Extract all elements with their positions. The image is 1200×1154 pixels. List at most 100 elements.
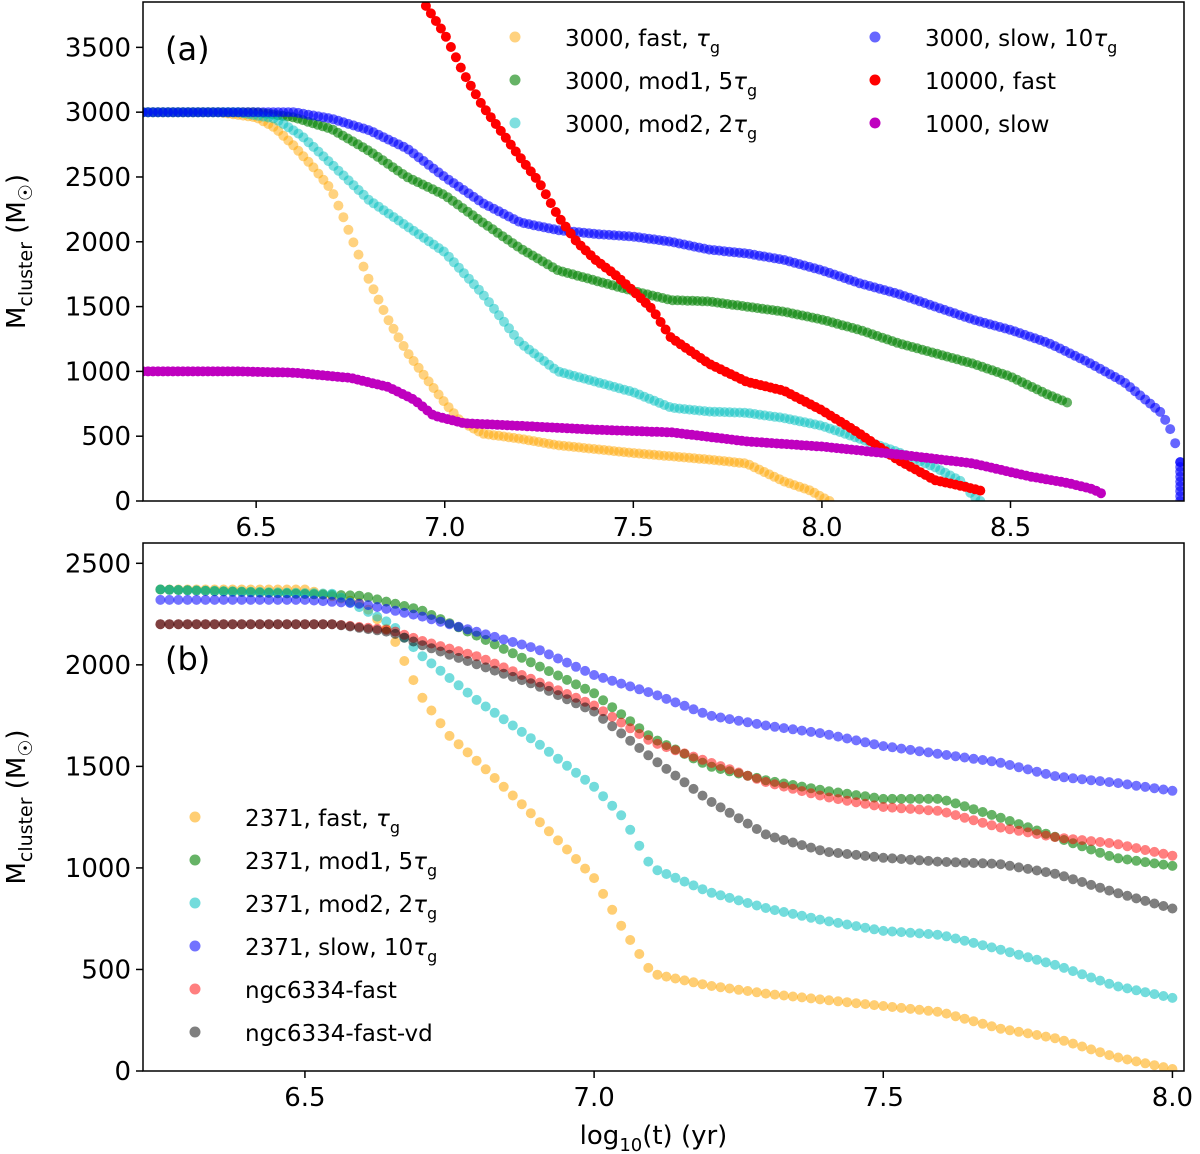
data-point xyxy=(1140,987,1151,998)
data-point xyxy=(507,648,518,659)
data-point xyxy=(354,590,365,601)
data-point xyxy=(440,31,451,42)
x-tick-label: 7.5 xyxy=(613,513,654,543)
legend-marker xyxy=(509,117,521,129)
data-point xyxy=(661,693,672,704)
data-point xyxy=(490,119,501,129)
legend-marker xyxy=(189,1026,201,1038)
data-point xyxy=(598,672,609,683)
data-point xyxy=(263,587,274,598)
data-point xyxy=(977,755,988,765)
data-point xyxy=(525,657,536,668)
data-point xyxy=(1062,397,1073,408)
data-point xyxy=(986,942,997,953)
data-point xyxy=(543,685,554,696)
data-point xyxy=(634,729,645,739)
data-point xyxy=(462,656,473,666)
data-point xyxy=(959,801,970,812)
legend-marker xyxy=(189,854,201,866)
data-point xyxy=(842,849,853,859)
data-point xyxy=(1122,983,1133,994)
data-point xyxy=(155,619,166,630)
data-point xyxy=(417,640,428,651)
data-point xyxy=(824,792,834,803)
data-point xyxy=(625,935,636,945)
data-point xyxy=(670,872,681,883)
data-point xyxy=(995,822,1006,833)
data-point xyxy=(1031,829,1042,839)
y-tick-label: 2500 xyxy=(65,163,131,193)
data-point xyxy=(1095,776,1106,787)
data-point xyxy=(1004,1025,1015,1036)
data-point xyxy=(1167,860,1178,871)
data-point xyxy=(715,890,726,901)
data-point xyxy=(480,654,491,665)
data-point xyxy=(318,596,328,607)
data-point xyxy=(505,139,516,150)
data-point xyxy=(670,973,681,984)
series-3000-mod1-5-g xyxy=(143,107,1073,408)
data-point xyxy=(950,1011,961,1022)
data-point xyxy=(968,858,979,868)
data-point xyxy=(1104,838,1115,848)
data-point xyxy=(968,1016,979,1027)
data-point xyxy=(796,840,807,851)
data-point xyxy=(299,594,310,605)
data-point xyxy=(959,752,970,763)
data-point xyxy=(634,684,645,695)
data-point xyxy=(660,324,671,335)
data-point xyxy=(1175,496,1184,501)
data-point xyxy=(887,926,898,937)
y-axis-label: Mcluster (M☉) xyxy=(2,729,37,884)
data-point xyxy=(968,804,979,815)
data-point xyxy=(778,990,789,1001)
data-point xyxy=(589,873,600,884)
axes-frame xyxy=(142,1,1185,502)
data-point xyxy=(338,212,349,223)
legend-item: 2371, fast, τg xyxy=(189,806,400,837)
data-point xyxy=(1131,780,1142,791)
data-point xyxy=(1149,1060,1160,1071)
data-point xyxy=(543,649,554,660)
data-point xyxy=(281,587,292,598)
data-point xyxy=(580,774,591,785)
data-point xyxy=(516,652,527,663)
data-point xyxy=(498,634,509,645)
data-point xyxy=(634,840,645,851)
data-point xyxy=(236,594,247,605)
data-point xyxy=(896,803,907,814)
series-ngc6334-fast xyxy=(155,619,1178,861)
data-point xyxy=(1167,903,1178,914)
data-point xyxy=(327,596,337,607)
data-point xyxy=(562,657,572,668)
data-point xyxy=(1122,779,1133,790)
data-point xyxy=(1040,1031,1051,1042)
data-point xyxy=(1077,774,1088,785)
data-point xyxy=(1158,859,1169,870)
data-point xyxy=(227,619,238,630)
data-point xyxy=(345,621,356,632)
data-point xyxy=(565,228,576,239)
data-point xyxy=(399,632,410,643)
data-point xyxy=(787,991,798,1002)
data-point xyxy=(824,729,834,740)
data-point xyxy=(562,674,572,685)
data-point xyxy=(634,743,645,753)
data-point xyxy=(1077,877,1088,887)
data-point xyxy=(607,711,618,722)
data-point xyxy=(1096,488,1106,499)
data-point xyxy=(742,770,753,781)
data-point xyxy=(652,969,663,980)
data-point xyxy=(796,992,807,1003)
data-point xyxy=(878,1001,889,1011)
data-point xyxy=(887,742,898,753)
data-point xyxy=(715,761,726,772)
data-point xyxy=(1040,957,1051,968)
data-point xyxy=(833,917,844,928)
data-point xyxy=(209,594,220,605)
y-tick-label: 1000 xyxy=(65,357,131,387)
data-point xyxy=(534,661,545,672)
legend-item: 10000, fast xyxy=(869,69,1056,95)
data-point xyxy=(1122,1054,1133,1065)
data-point xyxy=(1086,972,1097,983)
